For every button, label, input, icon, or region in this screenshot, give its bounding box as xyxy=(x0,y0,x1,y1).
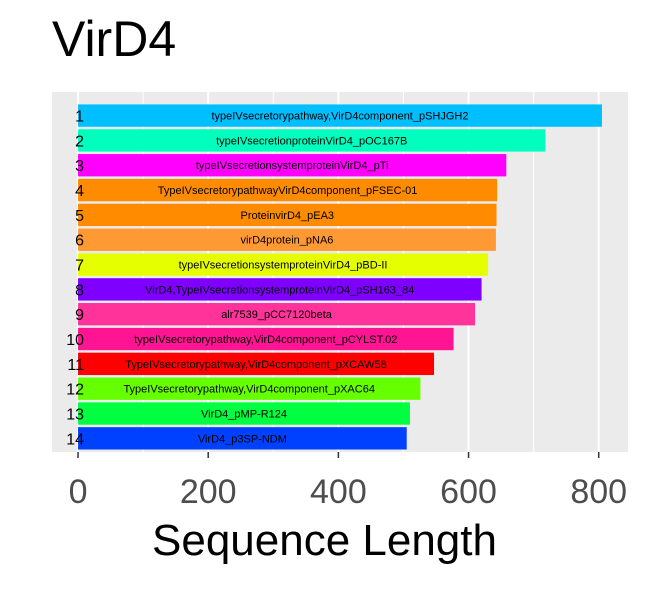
bar-label: VirD4_pMP-R124 xyxy=(201,409,287,421)
bar xyxy=(78,228,496,251)
bar xyxy=(78,402,410,425)
bar xyxy=(78,154,507,177)
x-tick-label: 800 xyxy=(570,473,627,511)
bar-label: alr7539_pCC7120beta xyxy=(221,309,333,321)
bar-label: typeIVsecretorypathway,VirD4component_pS… xyxy=(212,111,469,123)
bars: typeIVsecretorypathway,VirD4component_pS… xyxy=(66,104,602,450)
bar-label: typeIVsecretionsystemproteinVirD4_pBD-II xyxy=(179,260,388,272)
bar xyxy=(78,352,435,376)
bar xyxy=(78,327,454,351)
category-label: 3 xyxy=(75,158,84,175)
bar-label: TypeIVsecretorypathwayVirD4component_pFS… xyxy=(158,185,418,197)
category-label: 14 xyxy=(66,431,84,448)
x-axis-title: Sequence Length xyxy=(152,516,497,565)
bar xyxy=(78,278,482,301)
bar xyxy=(78,427,407,450)
bar xyxy=(78,303,476,326)
bar-label: VirD4_p3SP-NDM xyxy=(198,433,287,445)
bar-label: typeIVsecretionsystemproteinVirD4_pTi xyxy=(196,160,389,172)
x-tick-label: 200 xyxy=(180,473,237,511)
category-label: 10 xyxy=(66,332,84,349)
bar-label: typeIVsecretorypathway,VirD4component_pC… xyxy=(134,334,397,346)
category-label: 2 xyxy=(75,133,84,150)
category-label: 4 xyxy=(75,183,84,200)
bar-label: ProteinvirD4_pEA3 xyxy=(241,210,335,222)
category-label: 7 xyxy=(75,258,84,275)
category-label: 5 xyxy=(75,208,84,225)
bar-label: VirD4,TypeIVsecretionsystemproteinVirD4_… xyxy=(145,284,414,296)
axis-ticks: 0 200 400 600 800 xyxy=(69,452,627,511)
bar xyxy=(78,129,546,152)
category-label: 13 xyxy=(66,407,84,424)
bar xyxy=(78,104,602,127)
x-tick-label: 0 xyxy=(69,473,88,511)
category-label: 12 xyxy=(66,382,84,399)
chart-title: VirD4 xyxy=(52,11,177,67)
bar xyxy=(78,178,498,202)
bar-label: TypeIVsecretorypathway,VirD4component_pX… xyxy=(123,384,375,396)
x-tick-label: 600 xyxy=(440,473,497,511)
category-label: 6 xyxy=(75,233,84,250)
bar xyxy=(78,253,489,276)
x-tick-label: 400 xyxy=(310,473,367,511)
bar-label: virD4protein_pNA6 xyxy=(240,235,333,247)
bar-label: typeIVsecretionproteinVirD4_pOC167B xyxy=(216,135,407,147)
category-label: 9 xyxy=(75,307,84,324)
bar xyxy=(78,377,421,400)
bar xyxy=(78,203,497,227)
category-label: 1 xyxy=(75,109,84,126)
category-label: 8 xyxy=(75,282,84,299)
bar-label: TypeIVsecretorypathway,VirD4component_pX… xyxy=(125,359,386,371)
category-label: 11 xyxy=(67,357,84,374)
